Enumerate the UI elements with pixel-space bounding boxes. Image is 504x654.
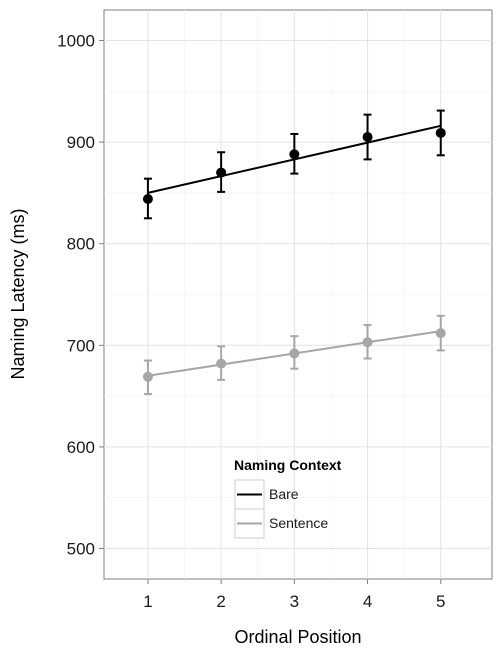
series-layer [142,109,446,396]
legend-label-bare: Bare [269,486,299,502]
data-point-sentence [435,328,446,339]
series-bare [142,109,446,220]
legend: Naming Context Bare Sentence [234,457,342,539]
y-axis: 500 600 700 800 900 1000 [57,31,104,559]
x-tick-label: 3 [290,592,299,611]
x-axis-title: Ordinal Position [234,627,361,647]
legend-label-sentence: Sentence [269,515,328,531]
data-point-bare [142,193,153,204]
data-point-sentence [289,348,300,359]
data-point-bare [362,132,373,143]
data-point-sentence [216,358,227,369]
y-tick-label: 700 [67,336,95,355]
x-tick-label: 5 [436,592,445,611]
x-tick-label: 1 [143,592,152,611]
data-point-bare [289,149,300,160]
y-tick-label: 800 [67,235,95,254]
y-tick-label: 600 [67,438,95,457]
data-point-sentence [362,337,373,348]
y-axis-title: Naming Latency (ms) [8,208,28,379]
legend-title: Naming Context [234,457,342,473]
data-point-sentence [142,371,153,382]
x-tick-label: 2 [216,592,225,611]
y-tick-label: 900 [67,133,95,152]
y-tick-label: 500 [67,540,95,559]
x-tick-label: 4 [363,592,372,611]
data-point-bare [435,127,446,138]
y-tick-label: 1000 [57,31,95,50]
series-sentence [142,314,446,396]
x-axis: 1 2 3 4 5 [143,579,445,611]
data-point-bare [216,167,227,178]
grid-major [104,10,492,579]
